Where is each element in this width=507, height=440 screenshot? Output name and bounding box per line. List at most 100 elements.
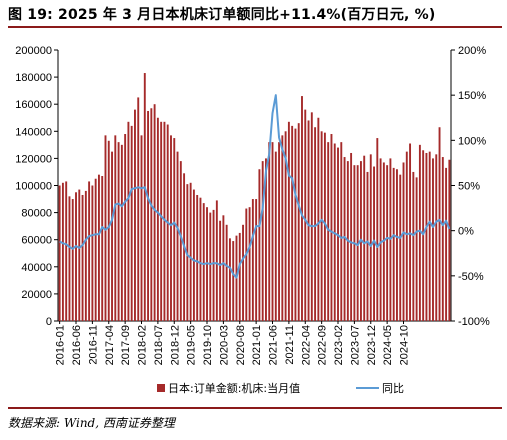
bar <box>160 121 163 321</box>
source-rule <box>8 407 502 409</box>
x-axis-tick-label: 2016-06 <box>71 325 83 365</box>
bar <box>248 207 251 321</box>
x-axis-tick-label: 2022-09 <box>317 325 329 365</box>
x-axis-tick-label: 2020-03 <box>218 325 230 365</box>
bar <box>428 151 431 322</box>
bar <box>274 151 277 322</box>
x-axis-tick-label: 2020-08 <box>235 325 247 365</box>
bar <box>330 134 333 321</box>
bar <box>392 167 395 321</box>
bar <box>261 161 264 321</box>
bar <box>405 151 408 322</box>
legend-label-bar: 日本:订单金额:机床:当月值 <box>168 381 300 395</box>
bar <box>265 158 267 321</box>
bar <box>310 112 313 321</box>
x-axis-tick-label: 2021-11 <box>284 325 296 365</box>
x-axis-tick-label: 2023-02 <box>333 325 345 365</box>
bar <box>196 194 199 321</box>
bar <box>147 110 150 321</box>
x-axis-tick-label: 2018-12 <box>169 325 181 365</box>
legend-swatch-bar <box>157 384 165 392</box>
left-axis-tick-label: 180000 <box>15 72 52 84</box>
x-axis-tick-label: 2018-07 <box>153 325 165 365</box>
x-axis-tick-label: 2019-10 <box>202 325 214 365</box>
chart-axes: 0 20000 40000 60000 80000 100000 120000 140000 1… <box>15 45 490 365</box>
bar <box>418 144 421 321</box>
left-axis-tick-label: 40000 <box>21 262 52 274</box>
bar <box>323 132 326 321</box>
bar <box>258 169 261 321</box>
bar <box>238 232 241 321</box>
bar <box>114 135 117 321</box>
bar <box>97 174 100 321</box>
bar <box>111 151 113 322</box>
bar <box>202 203 205 321</box>
bar <box>340 142 343 321</box>
left-axis-tick-label: 100000 <box>15 181 52 193</box>
bar <box>163 121 166 321</box>
bar <box>425 152 428 321</box>
bar <box>58 185 61 321</box>
x-axis-tick-label: 2017-04 <box>104 325 116 365</box>
right-axis-tick-label: 200% <box>458 45 486 57</box>
bar <box>61 182 64 321</box>
bar <box>422 150 425 321</box>
bar <box>448 159 451 321</box>
x-axis-tick-label: 2024-05 <box>382 325 394 365</box>
bar <box>435 154 438 321</box>
bar <box>369 154 372 321</box>
bar <box>366 171 369 321</box>
bar <box>432 158 434 321</box>
x-axis-tick-label: 2023-12 <box>366 325 378 365</box>
bar <box>268 142 271 321</box>
bar <box>281 135 284 321</box>
x-axis-tick-label: 2023-07 <box>349 325 361 365</box>
bar <box>284 131 287 321</box>
left-axis-tick-label: 0 <box>46 316 52 328</box>
bar <box>212 209 215 321</box>
bar <box>294 128 297 321</box>
bar <box>107 140 110 321</box>
left-axis-tick-label: 120000 <box>15 153 52 165</box>
left-axis-tick-label: 160000 <box>15 99 52 111</box>
bar <box>402 162 405 321</box>
right-axis-tick-label: -100% <box>458 316 490 328</box>
bar <box>179 161 182 321</box>
bar <box>222 215 225 321</box>
bar <box>124 134 127 321</box>
bar <box>156 117 159 321</box>
bar <box>379 158 382 321</box>
bar <box>441 157 444 321</box>
bar <box>343 157 346 321</box>
legend-label-line: 同比 <box>382 382 404 395</box>
right-axis-tick-label: 0% <box>458 226 474 238</box>
bar <box>117 142 120 321</box>
bar <box>215 200 218 321</box>
bar <box>189 182 192 321</box>
bar <box>255 199 258 321</box>
right-axis-tick-label: 50% <box>458 181 480 193</box>
chart-title: 图 19: 2025 年 3 月日本机床订单额同比+11.4%(百万日元, %) <box>8 7 436 23</box>
bar <box>153 104 156 321</box>
bar <box>301 96 303 321</box>
title-rule <box>8 26 502 28</box>
left-axis-tick-label: 80000 <box>21 208 52 220</box>
bar <box>140 135 143 321</box>
right-axis-tick-label: 100% <box>458 135 486 147</box>
bar <box>65 181 68 321</box>
bar <box>438 127 441 322</box>
bar <box>314 127 317 322</box>
bar <box>415 177 418 321</box>
bar <box>373 166 375 321</box>
data-source-note: 数据来源: Wind, 西南证券整理 <box>8 416 175 430</box>
bar <box>199 197 202 321</box>
bar <box>71 199 74 321</box>
bar <box>242 224 244 321</box>
x-axis-tick-label: 2024-10 <box>399 325 411 365</box>
bar <box>327 142 330 321</box>
right-axis-tick-label: -50% <box>458 271 484 283</box>
bar <box>251 199 254 321</box>
bar <box>376 138 379 321</box>
bar <box>173 138 176 321</box>
left-axis-tick-label: 60000 <box>21 235 52 247</box>
